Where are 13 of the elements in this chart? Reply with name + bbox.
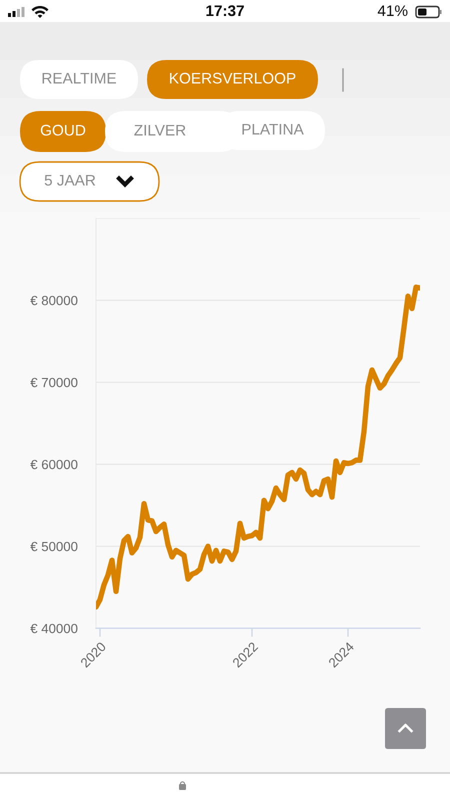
text: 5 JAAR	[44, 174, 96, 186]
text: REALTIME	[42, 72, 116, 84]
text: 41%	[378, 5, 408, 16]
text: 17:37	[206, 5, 244, 16]
text: KOERSVERLOOP	[170, 72, 296, 84]
y-tick-label: € 60000	[30, 460, 78, 470]
y-tick-label: € 40000	[30, 624, 78, 634]
text: PLATINA	[242, 124, 304, 134]
y-tick-label: € 70000	[30, 378, 78, 388]
text: GOUD	[40, 124, 86, 136]
y-tick-label: € 50000	[30, 542, 78, 552]
text: ZILVER	[134, 124, 186, 136]
y-tick-label: € 80000	[30, 296, 78, 306]
